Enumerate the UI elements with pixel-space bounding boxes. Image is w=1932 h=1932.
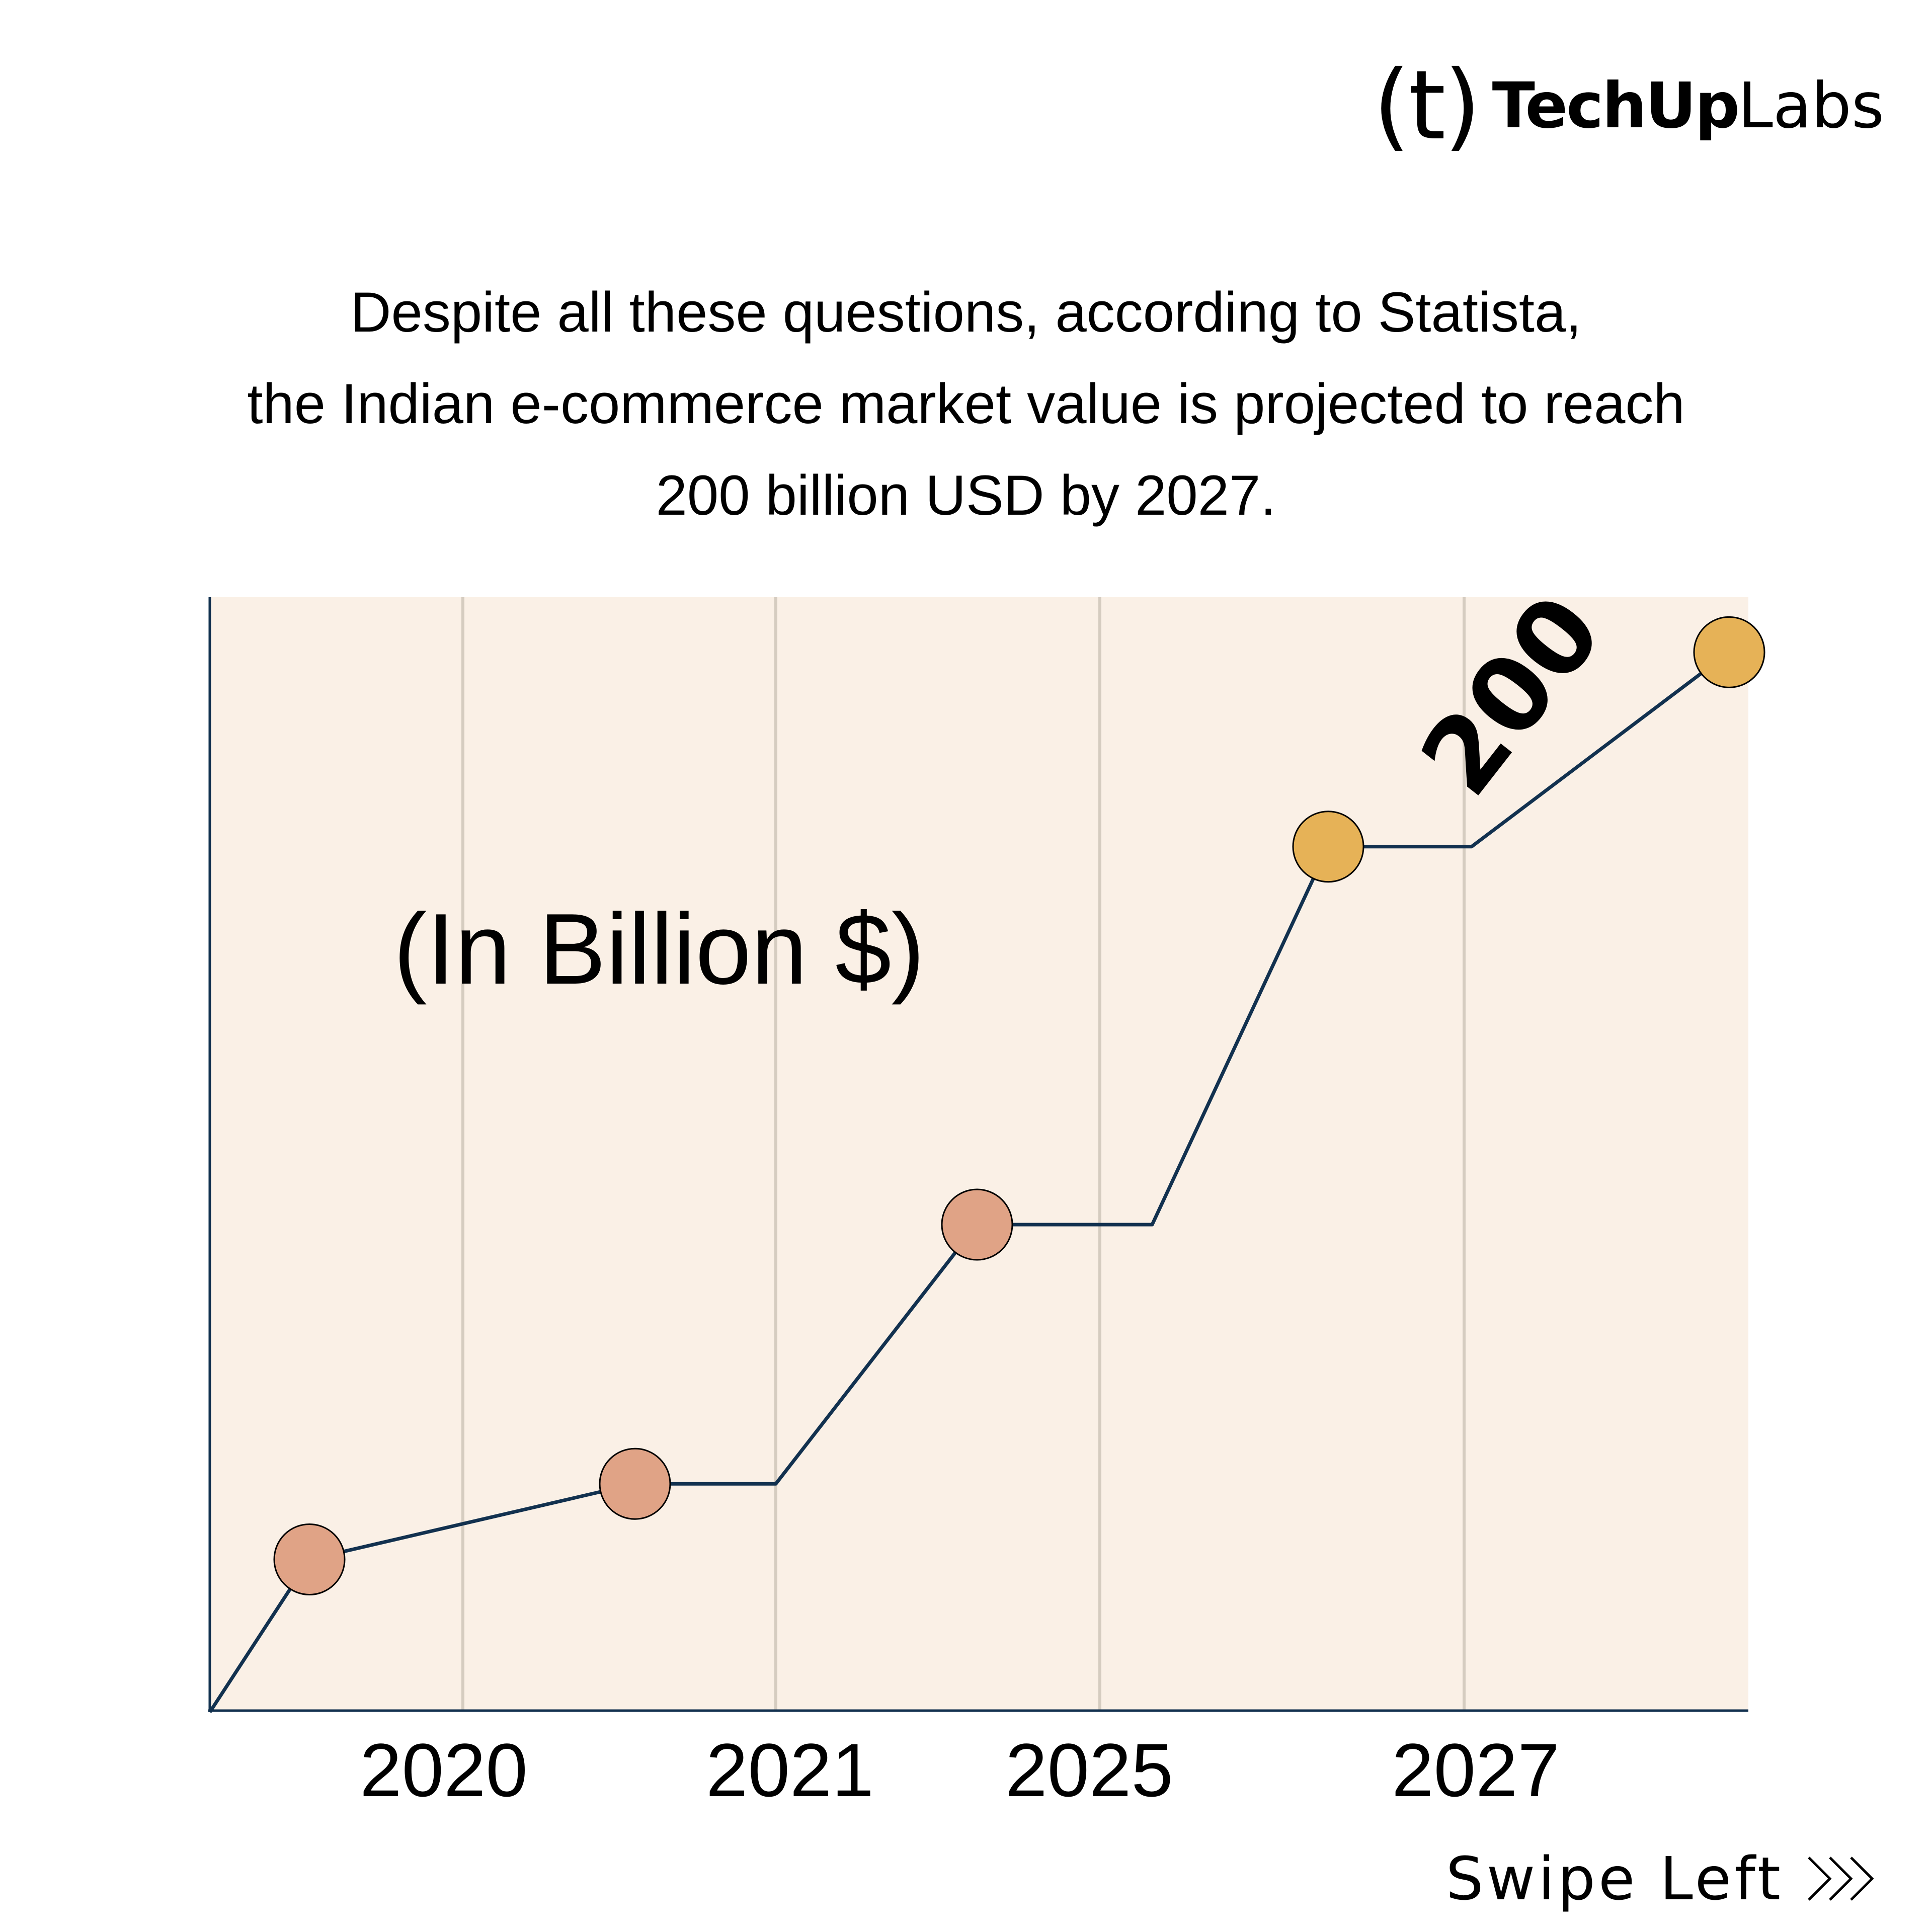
data-marker-2	[599, 1447, 671, 1520]
x-tick-label-2027: 2027	[1392, 1728, 1560, 1812]
swipe-left-button[interactable]: Swipe Left	[1446, 1844, 1884, 1913]
x-tick-labels: 2020 2021 2025 2027	[360, 1728, 1560, 1812]
brand-logo: (t) TechUp Labs	[1373, 58, 1884, 153]
headline-line-2: the Indian e-commerce market value is pr…	[247, 372, 1685, 435]
data-marker-3	[941, 1188, 1013, 1261]
brand-mark-icon: (t)	[1373, 50, 1481, 161]
unit-label: (In Billion $)	[393, 893, 925, 1005]
x-tick-label-2025: 2025	[1005, 1728, 1173, 1812]
data-markers	[273, 616, 1765, 1595]
brand-name-strong: TechUp	[1492, 69, 1740, 142]
triple-chevron-right-icon	[1808, 1857, 1874, 1901]
swipe-label: Swipe Left	[1445, 1844, 1784, 1913]
brand-name-light: Labs	[1738, 69, 1884, 142]
plot-background	[211, 597, 1748, 1711]
headline-line-1: Despite all these questions, according t…	[350, 281, 1582, 344]
data-marker-1	[273, 1523, 346, 1595]
x-tick-label-2021: 2021	[706, 1728, 874, 1812]
headline-line-3: 200 billion USD by 2027.	[656, 464, 1276, 527]
x-tick-label-2020: 2020	[360, 1728, 528, 1812]
headline: Despite all these questions, according t…	[0, 267, 1932, 541]
data-marker-5	[1693, 616, 1765, 688]
data-marker-4	[1292, 811, 1364, 883]
